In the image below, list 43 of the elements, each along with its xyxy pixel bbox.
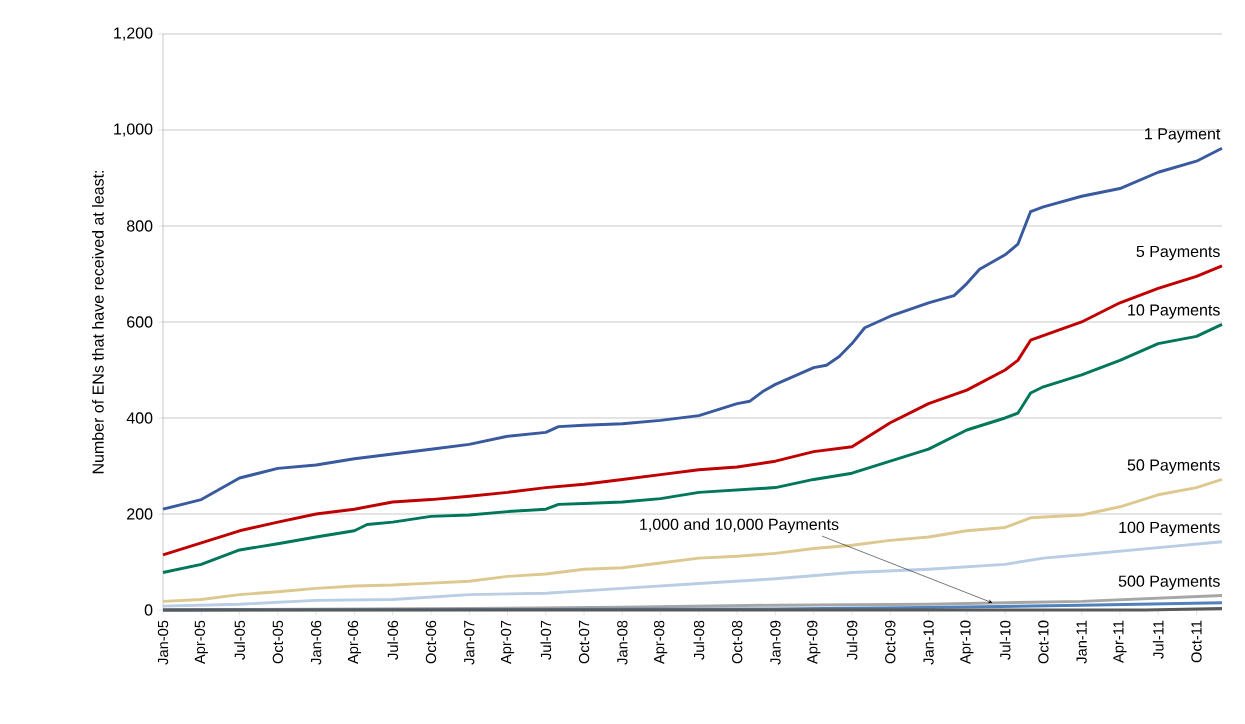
y-tick-label: 0 — [144, 604, 153, 616]
x-tick-label: Jul-09 — [846, 620, 858, 660]
x-tick-label: Jul-07 — [540, 620, 552, 660]
x-tick-label: Jul-05 — [234, 620, 245, 660]
x-tick-label: Oct-07 — [578, 620, 590, 664]
series-label: 500 Payments — [1118, 575, 1220, 590]
x-tick-label: Jan-10 — [923, 620, 934, 665]
x-tick-label: Jan-08 — [617, 620, 628, 665]
x-tick-label: Jul-06 — [387, 620, 399, 660]
x-tick-label: Oct-09 — [885, 620, 896, 664]
x-tick-label: Jan-09 — [770, 620, 781, 665]
y-tick-label: 800 — [126, 220, 153, 232]
x-tick-label: Jan-06 — [310, 620, 322, 665]
series-label: 1 Payment — [1145, 128, 1221, 143]
x-tick-label: Oct-06 — [425, 620, 437, 664]
x-tick-label: Oct-11 — [1191, 620, 1202, 663]
x-tick-label: Jan-05 — [157, 620, 169, 665]
x-tick-label: Oct-05 — [272, 620, 284, 664]
series-label: 100 Payments — [1119, 521, 1220, 537]
x-tick-label: Apr-11 — [1113, 620, 1127, 663]
y-tick-label: 1,200 — [114, 27, 153, 41]
x-tick-label: Jul-08 — [693, 620, 705, 660]
series-label: 10 Payments — [1128, 304, 1220, 319]
x-tick-label: Apr-06 — [347, 620, 362, 665]
x-tick-label: Jan-11 — [1076, 620, 1087, 664]
x-tick-label: Jul-10 — [999, 620, 1011, 660]
x-tick-label: Apr-07 — [500, 620, 515, 665]
y-axis-title: Number of ENs that have received at least: — [92, 170, 104, 474]
x-tick-label: Jan-07 — [464, 620, 475, 665]
x-tick-label: Oct-08 — [731, 620, 743, 664]
x-tick-label: Apr-09 — [807, 620, 821, 665]
x-tick-label: Oct-10 — [1038, 620, 1049, 664]
x-tick-label: Apr-08 — [653, 620, 668, 665]
x-tick-label: Apr-05 — [194, 620, 208, 665]
series-label: 5 Payments — [1136, 245, 1220, 261]
annotation: 1,000 and 10,000 Payments — [640, 518, 839, 534]
x-tick-label: Jul-11 — [1152, 620, 1164, 659]
series-label: 50 Payments — [1127, 459, 1220, 474]
y-tick-label: 1,000 — [114, 123, 153, 137]
y-tick-label: 400 — [126, 412, 153, 424]
x-tick-label: Apr-10 — [960, 620, 974, 665]
y-tick-label: 200 — [127, 508, 153, 520]
y-tick-label: 600 — [127, 316, 153, 328]
